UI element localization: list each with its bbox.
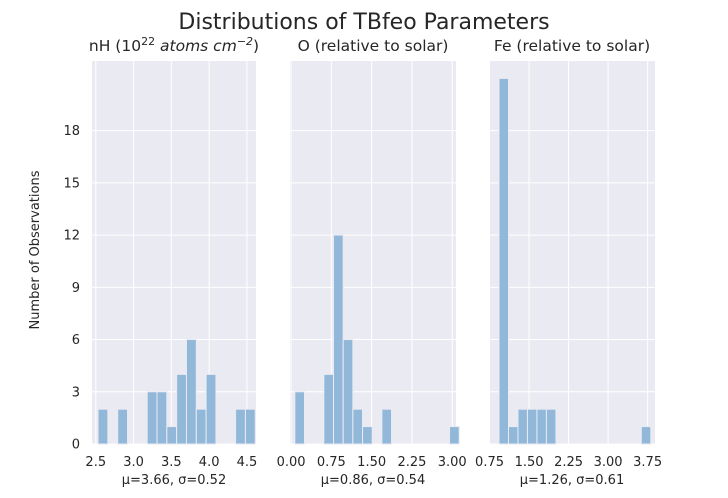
x-tick-label: 3.75 [633,455,662,470]
x-tick-label: 2.25 [554,455,583,470]
y-tick-label: 0 [72,438,80,453]
histogram-bar [342,339,354,445]
histogram-bar [176,373,187,445]
histogram-bar [381,408,393,445]
histogram-bar [156,391,168,445]
x-axis-label: μ=3.66, σ=0.52 [122,473,226,488]
figure-title: Distributions of TBfeo Parameters [178,10,549,35]
histogram-bar [195,408,207,445]
histogram-bar [146,391,158,445]
histogram-bar [498,77,509,445]
histogram-bar [244,408,256,445]
plot-area [290,61,456,444]
panel-title: Fe (relative to solar) [494,37,650,55]
histogram-bar [97,408,109,445]
x-tick-label: 0.75 [317,455,346,470]
histogram-bar [185,339,197,445]
histogram-bar [117,408,129,445]
histogram-bar [352,408,364,445]
y-axis-label: Number of Observations [28,170,43,329]
histogram-bar [517,408,528,445]
x-tick-label: 3.00 [438,455,467,470]
histogram-bar [545,408,557,445]
x-tick-label: 0.00 [277,455,306,470]
histogram-bar [640,426,652,445]
x-tick-label: 0.75 [475,455,504,470]
histogram-bar [507,426,519,445]
histogram-bar [449,426,460,445]
y-tick-label: 18 [63,124,80,139]
histogram-bar [166,426,178,445]
y-tick-label: 6 [72,333,80,348]
histogram-bar [294,391,306,445]
x-tick-label: 3.5 [161,455,182,470]
plot-area [489,61,655,444]
y-tick-label: 15 [63,176,80,191]
x-tick-label: 1.50 [515,455,544,470]
x-axis-label: μ=0.86, σ=0.54 [321,473,425,488]
panel-title: nH (1022 atoms cm−2) [89,35,259,55]
histogram-bar [235,408,246,445]
panel-title: O (relative to solar) [298,37,449,55]
x-tick-label: 3.00 [594,455,623,470]
panel-nh: 0 3 6 9 12 15 18 2.5 3.0 3.5 4.0 4.5 nH (1022 atoms … [63,35,259,488]
y-tick-label: 12 [63,229,80,244]
x-tick-label: 3.0 [123,455,144,470]
histogram-bar [333,234,344,445]
histogram-bar [362,426,373,445]
panel-oxygen: 0.00 0.75 1.50 2.25 3.00 O (relative to solar… [277,37,467,488]
histogram-bar [323,373,335,445]
histogram-bar [526,408,538,445]
x-tick-label: 1.50 [357,455,386,470]
x-tick-label: 4.0 [199,455,220,470]
histogram-bar [536,408,547,445]
x-tick-label: 2.25 [397,455,426,470]
histogram-bar [205,373,217,445]
y-tick-label: 9 [72,281,80,296]
x-axis-label: μ=1.26, σ=0.61 [520,473,624,488]
x-tick-label: 4.5 [237,455,258,470]
panel-iron: 0.75 1.50 2.25 3.00 3.75 Fe (relative to sola… [475,37,662,488]
y-tick-label: 3 [72,385,80,400]
plot-area [92,61,256,444]
x-tick-label: 2.5 [85,455,106,470]
